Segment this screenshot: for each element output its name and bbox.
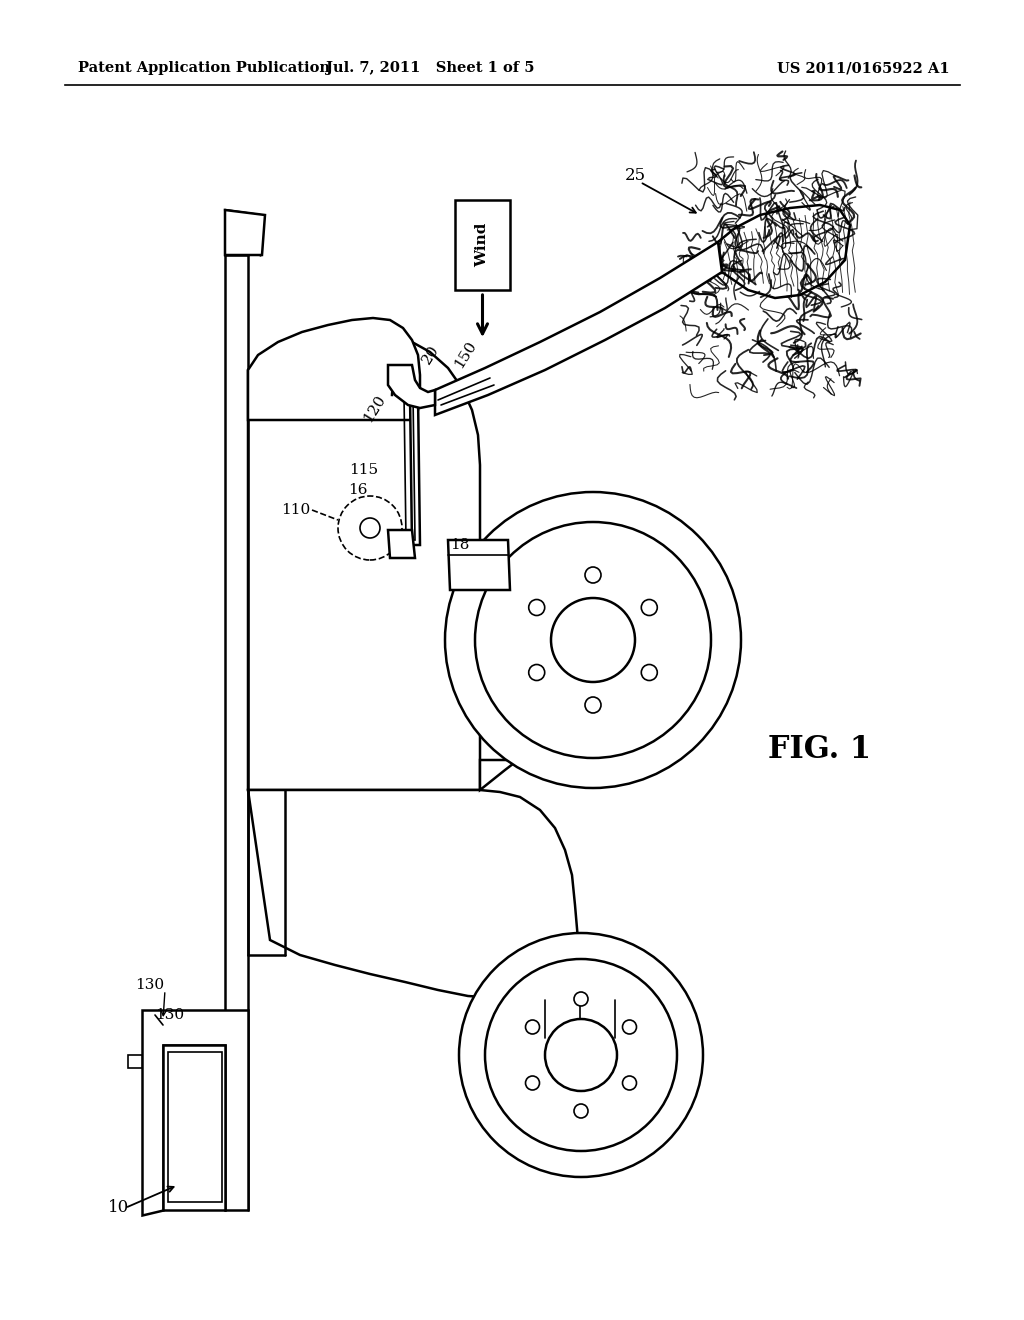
Text: 115: 115 — [349, 463, 378, 477]
Text: 18: 18 — [450, 539, 469, 552]
Polygon shape — [128, 1055, 142, 1068]
Polygon shape — [718, 205, 850, 298]
Circle shape — [551, 598, 635, 682]
Polygon shape — [388, 366, 435, 408]
Text: Patent Application Publication: Patent Application Publication — [78, 61, 330, 75]
Text: 16: 16 — [348, 483, 368, 498]
Text: US 2011/0165922 A1: US 2011/0165922 A1 — [777, 61, 950, 75]
Bar — [455, 201, 510, 290]
Text: 10: 10 — [108, 1200, 129, 1217]
Text: 110: 110 — [281, 503, 310, 517]
Text: Wind: Wind — [475, 223, 489, 267]
Circle shape — [641, 599, 657, 615]
Text: 25: 25 — [625, 166, 646, 183]
Circle shape — [585, 568, 601, 583]
Polygon shape — [388, 531, 415, 558]
Text: FIG. 1: FIG. 1 — [768, 734, 871, 766]
Circle shape — [459, 933, 703, 1177]
Polygon shape — [163, 1045, 225, 1210]
Polygon shape — [248, 318, 420, 420]
Circle shape — [623, 1076, 637, 1090]
Circle shape — [525, 1076, 540, 1090]
Polygon shape — [225, 210, 265, 255]
Circle shape — [574, 1104, 588, 1118]
Text: 150: 150 — [452, 339, 479, 371]
Polygon shape — [248, 330, 480, 789]
Polygon shape — [410, 395, 420, 545]
Polygon shape — [505, 1001, 635, 1038]
Circle shape — [545, 1019, 617, 1092]
Circle shape — [585, 697, 601, 713]
Circle shape — [528, 664, 545, 681]
Circle shape — [485, 960, 677, 1151]
Text: Jul. 7, 2011   Sheet 1 of 5: Jul. 7, 2011 Sheet 1 of 5 — [326, 61, 535, 75]
Polygon shape — [435, 242, 722, 414]
Polygon shape — [480, 719, 628, 789]
Circle shape — [623, 1020, 637, 1034]
Text: 130: 130 — [155, 1008, 184, 1022]
Circle shape — [525, 1020, 540, 1034]
Circle shape — [574, 993, 588, 1006]
Circle shape — [445, 492, 741, 788]
Polygon shape — [449, 540, 510, 590]
Text: 130: 130 — [135, 978, 164, 993]
Text: 20: 20 — [420, 343, 442, 367]
Text: 120: 120 — [360, 392, 388, 424]
Circle shape — [475, 521, 711, 758]
Circle shape — [641, 664, 657, 681]
Circle shape — [528, 599, 545, 615]
Polygon shape — [142, 1010, 248, 1214]
Polygon shape — [248, 789, 578, 998]
Circle shape — [360, 517, 380, 539]
